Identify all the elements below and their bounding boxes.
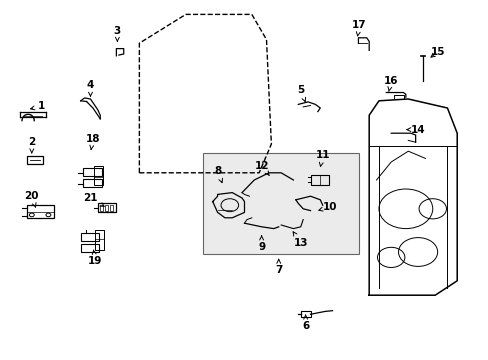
- Bar: [310, 175, 328, 185]
- Text: 6: 6: [302, 315, 308, 331]
- Bar: [81, 244, 99, 252]
- Text: 9: 9: [258, 236, 264, 252]
- Text: 10: 10: [318, 202, 337, 212]
- Bar: [98, 203, 116, 212]
- Text: 14: 14: [406, 125, 425, 135]
- Text: 4: 4: [86, 80, 94, 96]
- Bar: [83, 179, 102, 187]
- Text: 13: 13: [292, 232, 307, 248]
- Text: 19: 19: [88, 250, 102, 266]
- Bar: [104, 205, 108, 211]
- Text: 11: 11: [315, 150, 329, 166]
- Text: 15: 15: [429, 47, 444, 57]
- Bar: [83, 168, 102, 176]
- Bar: [94, 166, 102, 185]
- Text: 21: 21: [83, 193, 104, 206]
- Bar: [27, 205, 54, 218]
- Bar: [100, 205, 103, 211]
- Bar: [203, 153, 359, 254]
- Text: 18: 18: [85, 134, 100, 149]
- Text: 12: 12: [254, 161, 269, 176]
- Bar: [81, 233, 99, 241]
- Text: 5: 5: [297, 85, 305, 102]
- Text: 20: 20: [24, 191, 39, 207]
- Text: 2: 2: [28, 137, 35, 153]
- Bar: [393, 95, 404, 99]
- Bar: [27, 156, 42, 164]
- Text: 3: 3: [114, 26, 121, 41]
- Bar: [95, 230, 104, 250]
- Bar: [109, 205, 113, 211]
- Text: 8: 8: [214, 166, 222, 183]
- Bar: [300, 311, 310, 317]
- Text: 17: 17: [351, 20, 366, 36]
- Text: 7: 7: [274, 259, 282, 275]
- Text: 1: 1: [31, 101, 45, 111]
- Text: 16: 16: [383, 76, 398, 91]
